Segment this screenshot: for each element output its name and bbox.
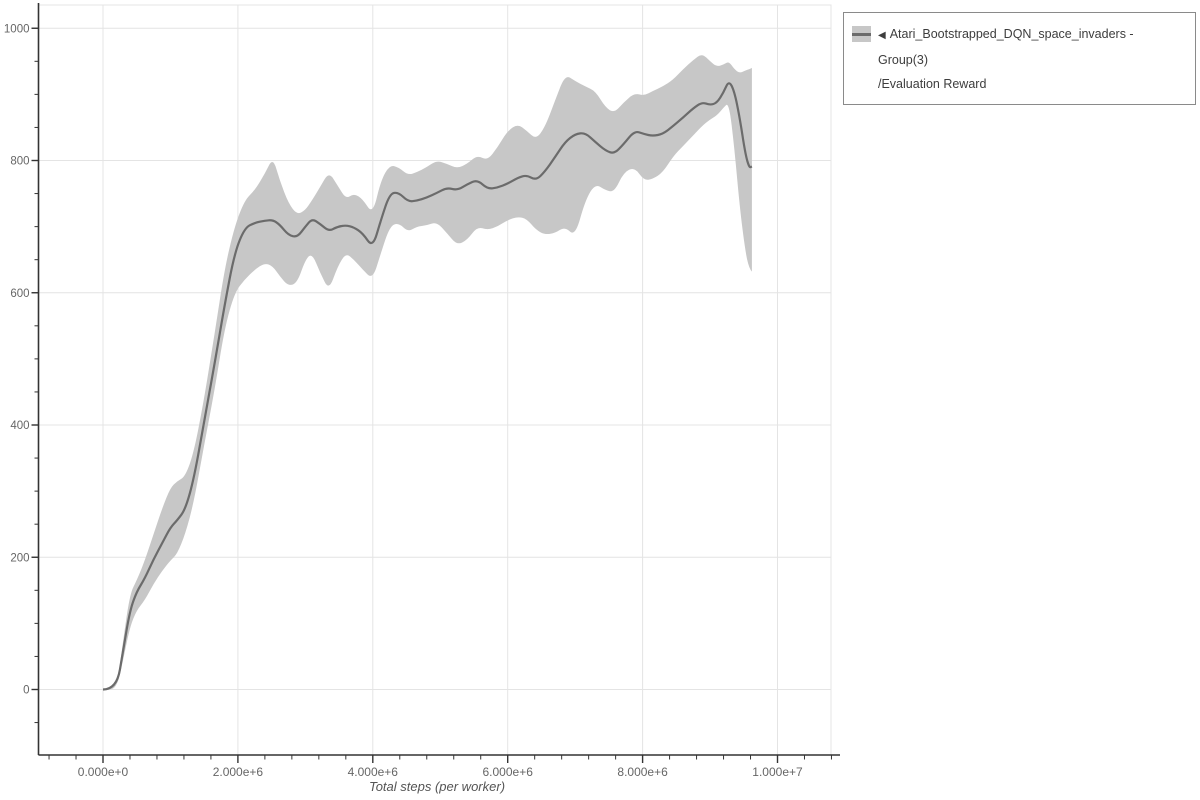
y-tick-label: 800 xyxy=(10,156,29,168)
y-tick-label: 0 xyxy=(23,685,29,697)
x-tick-label: 4.000e+6 xyxy=(348,765,399,779)
x-tick-label: 2.000e+6 xyxy=(213,765,264,779)
reward-chart-plot[interactable]: 0.000e+0 2.000e+6 4.000e+6 6.000e+6 8.000e+6… xyxy=(0,0,840,800)
y-tick-label: 200 xyxy=(10,552,29,564)
y-tick-label: 400 xyxy=(10,420,29,432)
x-tick-label: 1.000e+7 xyxy=(752,765,803,779)
y-tick-label: 1000 xyxy=(4,23,30,35)
legend-swatch xyxy=(852,26,871,42)
y-tick-label: 600 xyxy=(10,288,29,300)
legend-metric-label: /Evaluation Reward xyxy=(878,77,987,91)
legend-line-sample xyxy=(852,32,871,36)
x-tick-label: 6.000e+6 xyxy=(483,765,534,779)
legend-item[interactable]: ◀ Atari_Bootstrapped_DQN_space_invaders -… xyxy=(878,22,1185,96)
legend-series-row: ◀ Atari_Bootstrapped_DQN_space_invaders -… xyxy=(878,22,1185,72)
legend-collapse-icon[interactable]: ◀ xyxy=(878,30,886,41)
x-axis-title: Total steps (per worker) xyxy=(368,779,506,794)
x-tick-label: 0.000e+0 xyxy=(78,765,129,779)
std-band xyxy=(103,55,752,690)
legend-series-label: Atari_Bootstrapped_DQN_space_invaders - … xyxy=(878,27,1134,67)
legend-box[interactable]: ◀ Atari_Bootstrapped_DQN_space_invaders -… xyxy=(843,12,1196,105)
mean-line xyxy=(102,82,753,691)
x-tick-label: 8.000e+6 xyxy=(617,765,668,779)
